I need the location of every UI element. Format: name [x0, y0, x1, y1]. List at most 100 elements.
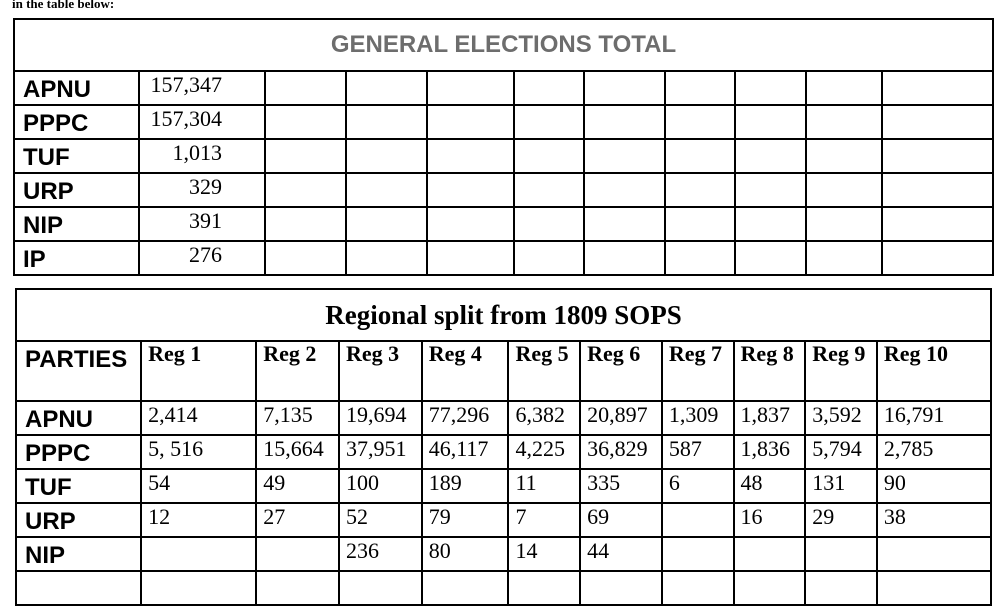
- empty-cell: [264, 240, 347, 276]
- region-column-header: Reg 5: [507, 340, 582, 402]
- region-vote-cell: 100: [337, 468, 423, 504]
- empty-cell: [664, 70, 736, 106]
- empty-cell: [881, 206, 994, 242]
- region-vote-cell: [732, 536, 807, 572]
- region-vote-cell: 2,785: [875, 434, 993, 470]
- party-total-votes: 391: [138, 206, 266, 242]
- region-vote-cell: 1,837: [732, 400, 807, 436]
- party-total-votes: 1,013: [138, 138, 266, 174]
- general-table-row: PPPC 157,304: [13, 104, 994, 140]
- region-vote-cell: 37,951: [337, 434, 423, 470]
- empty-cell: [426, 70, 515, 106]
- party-name: APNU: [13, 70, 140, 106]
- regional-header-row: PARTIES Reg 1 Reg 2 Reg 3 Reg 4 Reg 5 Reg 6 Reg…: [14, 340, 993, 402]
- intro-text: in the table below:: [12, 0, 115, 11]
- empty-cell: [734, 138, 807, 174]
- empty-cell: [426, 206, 515, 242]
- empty-cell: [734, 206, 807, 242]
- region-vote-cell: 7,135: [255, 400, 340, 436]
- cut-off-cell: [660, 570, 735, 606]
- general-table-row: URP 329: [13, 172, 994, 208]
- region-vote-cell: [660, 536, 735, 572]
- party-name: PPPC: [14, 434, 143, 470]
- regional-split-table: Regional split from 1809 SOPS PARTIES Reg…: [14, 288, 993, 606]
- region-vote-cell: 27: [255, 502, 340, 538]
- empty-cell: [513, 240, 585, 276]
- empty-cell: [583, 172, 666, 208]
- region-vote-cell: 6,382: [507, 400, 582, 436]
- party-name: URP: [13, 172, 140, 208]
- regional-table-row: URP 12 27 52 79 7 69 16 29 38: [14, 502, 993, 538]
- empty-cell: [664, 172, 736, 208]
- region-vote-cell: 19,694: [337, 400, 423, 436]
- empty-cell: [583, 70, 666, 106]
- empty-cell: [264, 206, 347, 242]
- region-vote-cell: 236: [337, 536, 423, 572]
- regional-table-row: PPPC 5, 516 15,664 37,951 46,117 4,225 36,829 5…: [14, 434, 993, 470]
- empty-cell: [345, 240, 428, 276]
- party-total-votes: 276: [138, 240, 266, 276]
- region-vote-cell: [660, 502, 735, 538]
- empty-cell: [345, 138, 428, 174]
- region-vote-cell: 1,309: [660, 400, 735, 436]
- empty-cell: [426, 172, 515, 208]
- region-vote-cell: 5,794: [804, 434, 878, 470]
- party-name: NIP: [14, 536, 143, 572]
- region-vote-cell: 12: [140, 502, 258, 538]
- party-name: URP: [14, 502, 143, 538]
- empty-cell: [264, 104, 347, 140]
- empty-cell: [426, 138, 515, 174]
- empty-cell: [881, 172, 994, 208]
- empty-cell: [513, 206, 585, 242]
- region-vote-cell: 11: [507, 468, 582, 504]
- empty-cell: [734, 104, 807, 140]
- party-total-votes: 157,304: [138, 104, 266, 140]
- cut-off-cell: [255, 570, 340, 606]
- region-vote-cell: 16,791: [875, 400, 993, 436]
- cut-off-cell: [579, 570, 663, 606]
- empty-cell: [881, 104, 994, 140]
- empty-cell: [426, 240, 515, 276]
- region-column-header: Reg 4: [420, 340, 510, 402]
- cut-off-cell: [140, 570, 258, 606]
- empty-cell: [264, 138, 347, 174]
- region-column-header: Reg 8: [732, 340, 807, 402]
- region-vote-cell: [804, 536, 878, 572]
- empty-cell: [513, 172, 585, 208]
- region-column-header: Reg 9: [804, 340, 878, 402]
- region-vote-cell: 5, 516: [140, 434, 258, 470]
- party-total-votes: 329: [138, 172, 266, 208]
- region-column-header: Reg 3: [337, 340, 423, 402]
- region-vote-cell: 587: [660, 434, 735, 470]
- general-table-row: IP 276: [13, 240, 994, 276]
- region-column-header: Reg 1: [140, 340, 258, 402]
- region-column-header: Reg 6: [579, 340, 663, 402]
- cut-off-cell: [420, 570, 510, 606]
- empty-cell: [664, 240, 736, 276]
- cut-off-cell: [804, 570, 878, 606]
- cut-off-row: [14, 570, 993, 606]
- region-vote-cell: 335: [579, 468, 663, 504]
- empty-cell: [345, 104, 428, 140]
- region-vote-cell: [255, 536, 340, 572]
- empty-cell: [664, 138, 736, 174]
- region-vote-cell: 131: [804, 468, 878, 504]
- region-vote-cell: [875, 536, 993, 572]
- empty-cell: [881, 138, 994, 174]
- empty-cell: [734, 240, 807, 276]
- party-total-votes: 157,347: [138, 70, 266, 106]
- party-name: IP: [13, 240, 140, 276]
- region-vote-cell: [140, 536, 258, 572]
- empty-cell: [583, 206, 666, 242]
- empty-cell: [734, 172, 807, 208]
- region-vote-cell: 20,897: [579, 400, 663, 436]
- cut-off-cell: [732, 570, 807, 606]
- empty-cell: [264, 172, 347, 208]
- empty-cell: [881, 70, 994, 106]
- empty-cell: [805, 138, 883, 174]
- region-vote-cell: 14: [507, 536, 582, 572]
- region-vote-cell: 52: [337, 502, 423, 538]
- party-name: NIP: [13, 206, 140, 242]
- region-vote-cell: 189: [420, 468, 510, 504]
- region-vote-cell: 44: [579, 536, 663, 572]
